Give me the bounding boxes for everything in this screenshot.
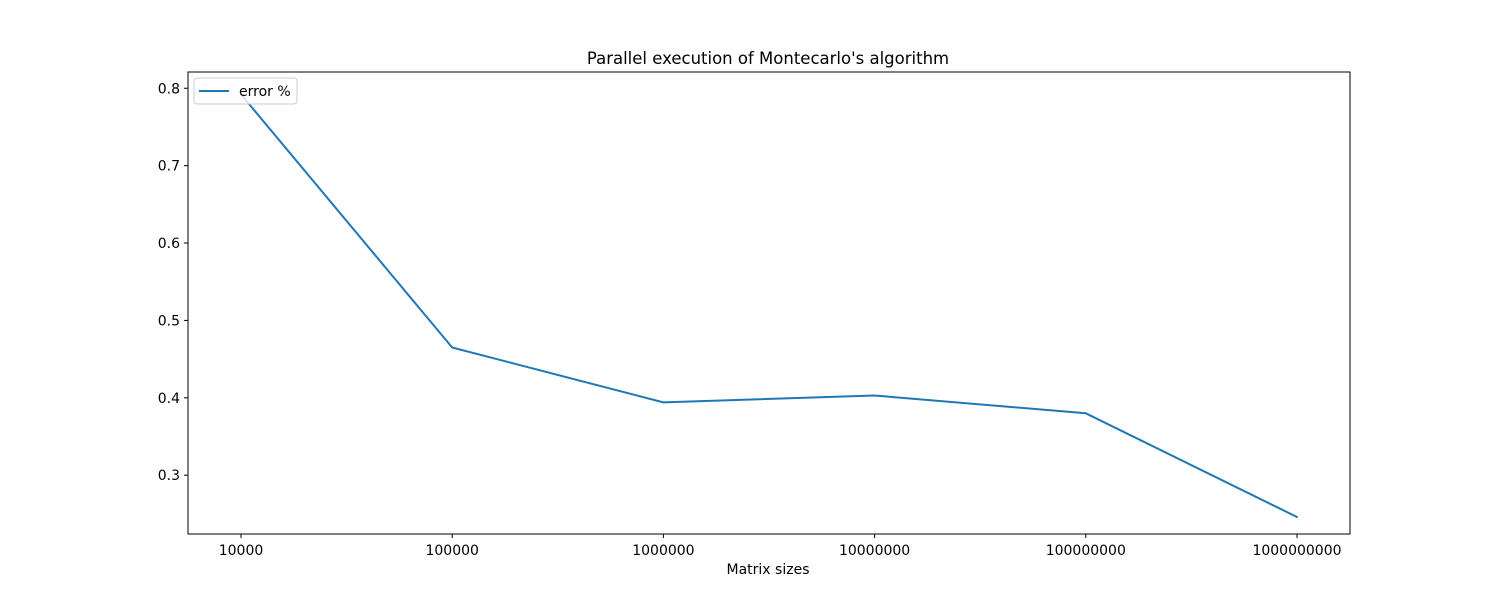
y-axis: 0.3 0.4 0.5 0.6 0.7 0.8 [158,81,188,484]
plot-frame [187,71,1351,535]
data-point [1084,412,1087,415]
plot-series [240,93,1298,518]
y-tick-label: 0.3 [158,468,180,484]
y-tick-label: 0.6 [158,236,180,252]
x-tick-label: 10000 [219,543,264,559]
x-tick-label: 1000000000 [1252,543,1341,559]
y-tick-label: 0.7 [158,159,180,175]
x-axis: 10000 100000 1000000 10000000 100000000 10000… [219,534,1342,559]
data-point [662,401,665,404]
data-point [451,346,454,349]
x-tick-label: 1000000 [632,543,694,559]
series-line-0 [240,93,1298,518]
data-point [1296,515,1298,518]
data-point [873,394,876,397]
y-tick-label: 0.5 [158,313,180,329]
legend-box [193,77,298,105]
chart-title: Parallel execution of Montecarlo's algor… [587,49,949,68]
x-tick-label: 100000000 [1046,543,1126,559]
legend-entry-error: error % [239,84,291,100]
y-tick-label: 0.8 [158,81,180,97]
x-axis-label: Matrix sizes [727,562,810,578]
x-tick-label: 10000000 [839,543,910,559]
x-tick-label: 100000 [425,543,478,559]
legend: error % [193,77,298,105]
y-tick-label: 0.4 [158,391,180,407]
